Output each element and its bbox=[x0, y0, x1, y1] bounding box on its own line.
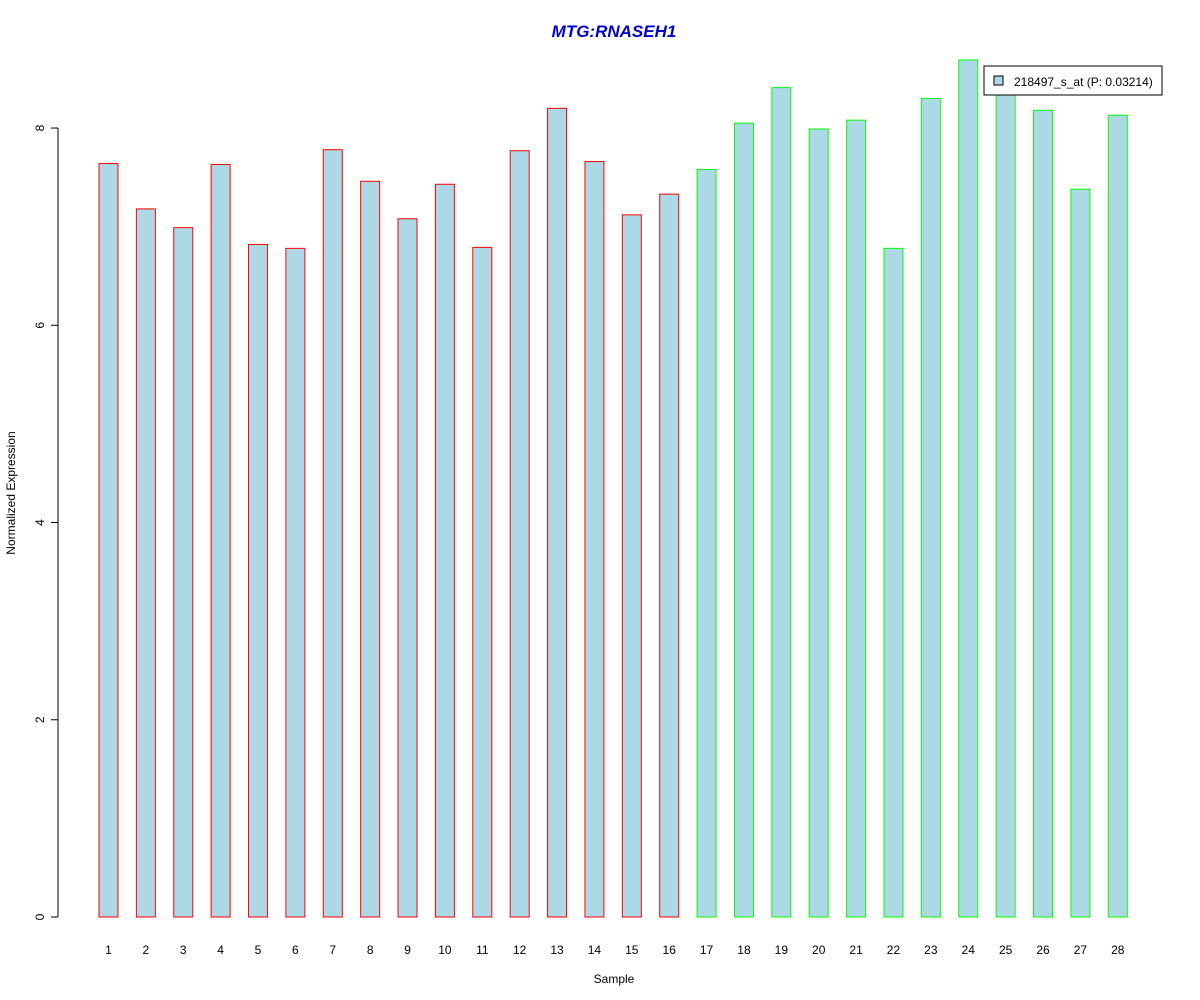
y-axis-title: Normalized Expression bbox=[4, 431, 18, 554]
bar-sample-2 bbox=[135, 208, 156, 918]
x-tick-label: 9 bbox=[404, 943, 411, 957]
bar-sample-1 bbox=[98, 163, 119, 918]
bar-sample-10 bbox=[434, 183, 455, 918]
x-tick-label: 12 bbox=[513, 943, 527, 957]
bar-sample-13 bbox=[547, 107, 568, 918]
bar-sample-24 bbox=[958, 59, 979, 918]
x-tick-label: 11 bbox=[476, 943, 489, 957]
x-tick-label: 23 bbox=[924, 943, 938, 957]
bar-sample-3 bbox=[173, 227, 194, 918]
bar-sample-11 bbox=[472, 246, 493, 918]
x-tick-labels: 1 2 3 4 5 6 7 8 9 10 11 12 13 14 15 16 17 18 19 20 21 22 23 24 2… bbox=[105, 943, 1125, 957]
x-tick-label: 17 bbox=[700, 943, 714, 957]
x-tick-label: 8 bbox=[367, 943, 374, 957]
bar-sample-4 bbox=[210, 164, 231, 918]
bar-sample-28 bbox=[1107, 114, 1128, 918]
bar-sample-23 bbox=[920, 97, 941, 918]
y-tick-label: 4 bbox=[33, 519, 47, 526]
bar-sample-6 bbox=[285, 247, 306, 918]
x-tick-label: 1 bbox=[105, 943, 112, 957]
y-tick-label: 0 bbox=[33, 913, 47, 920]
bar-sample-17 bbox=[696, 168, 717, 918]
x-tick-label: 24 bbox=[962, 943, 976, 957]
x-tick-label: 2 bbox=[143, 943, 150, 957]
x-tick-label: 18 bbox=[737, 943, 751, 957]
x-tick-label: 10 bbox=[438, 943, 452, 957]
x-tick-label: 27 bbox=[1074, 943, 1088, 957]
x-tick-label: 20 bbox=[812, 943, 826, 957]
x-tick-label: 26 bbox=[1036, 943, 1050, 957]
bar-sample-15 bbox=[621, 214, 642, 918]
bar-sample-12 bbox=[509, 150, 530, 918]
x-tick-label: 22 bbox=[887, 943, 901, 957]
bar-sample-22 bbox=[883, 247, 904, 918]
bar-sample-21 bbox=[846, 119, 867, 918]
bar-sample-8 bbox=[360, 180, 381, 918]
y-tick-label: 6 bbox=[33, 322, 47, 329]
x-tick-label: 25 bbox=[999, 943, 1013, 957]
legend-box bbox=[983, 65, 1163, 96]
bar-sample-20 bbox=[808, 128, 829, 918]
y-tick-label: 8 bbox=[33, 124, 47, 131]
x-tick-label: 6 bbox=[292, 943, 299, 957]
x-tick-label: 7 bbox=[329, 943, 336, 957]
x-axis-title: Sample bbox=[594, 972, 635, 986]
bar-sample-9 bbox=[397, 218, 418, 918]
x-tick-label: 15 bbox=[625, 943, 639, 957]
bar-sample-5 bbox=[248, 243, 269, 918]
y-tick-label: 2 bbox=[33, 716, 47, 723]
bar-sample-16 bbox=[659, 193, 680, 918]
bar-sample-14 bbox=[584, 161, 605, 918]
bar-sample-19 bbox=[771, 87, 792, 918]
legend: 218497_s_at (P: 0.03214) bbox=[983, 65, 1163, 96]
x-tick-label: 14 bbox=[588, 943, 602, 957]
legend-swatch bbox=[993, 75, 1004, 86]
x-tick-label: 21 bbox=[849, 943, 863, 957]
x-tick-label: 16 bbox=[663, 943, 677, 957]
bar-sample-26 bbox=[1033, 109, 1053, 918]
x-tick-label: 19 bbox=[775, 943, 789, 957]
x-tick-label: 13 bbox=[550, 943, 564, 957]
x-tick-label: 28 bbox=[1111, 943, 1125, 957]
x-tick-label: 3 bbox=[180, 943, 187, 957]
bar-sample-27 bbox=[1070, 188, 1091, 918]
bar-sample-7 bbox=[322, 149, 343, 918]
y-axis: 0 2 4 6 8 bbox=[33, 124, 59, 920]
x-tick-label: 4 bbox=[217, 943, 224, 957]
legend-entry-label: 218497_s_at (P: 0.03214) bbox=[1014, 75, 1153, 89]
chart-title: MTG:RNASEH1 bbox=[552, 22, 677, 41]
x-tick-label: 5 bbox=[255, 943, 262, 957]
bar-sample-25 bbox=[995, 93, 1016, 918]
bars bbox=[98, 59, 1128, 918]
bar-sample-18 bbox=[733, 122, 754, 918]
